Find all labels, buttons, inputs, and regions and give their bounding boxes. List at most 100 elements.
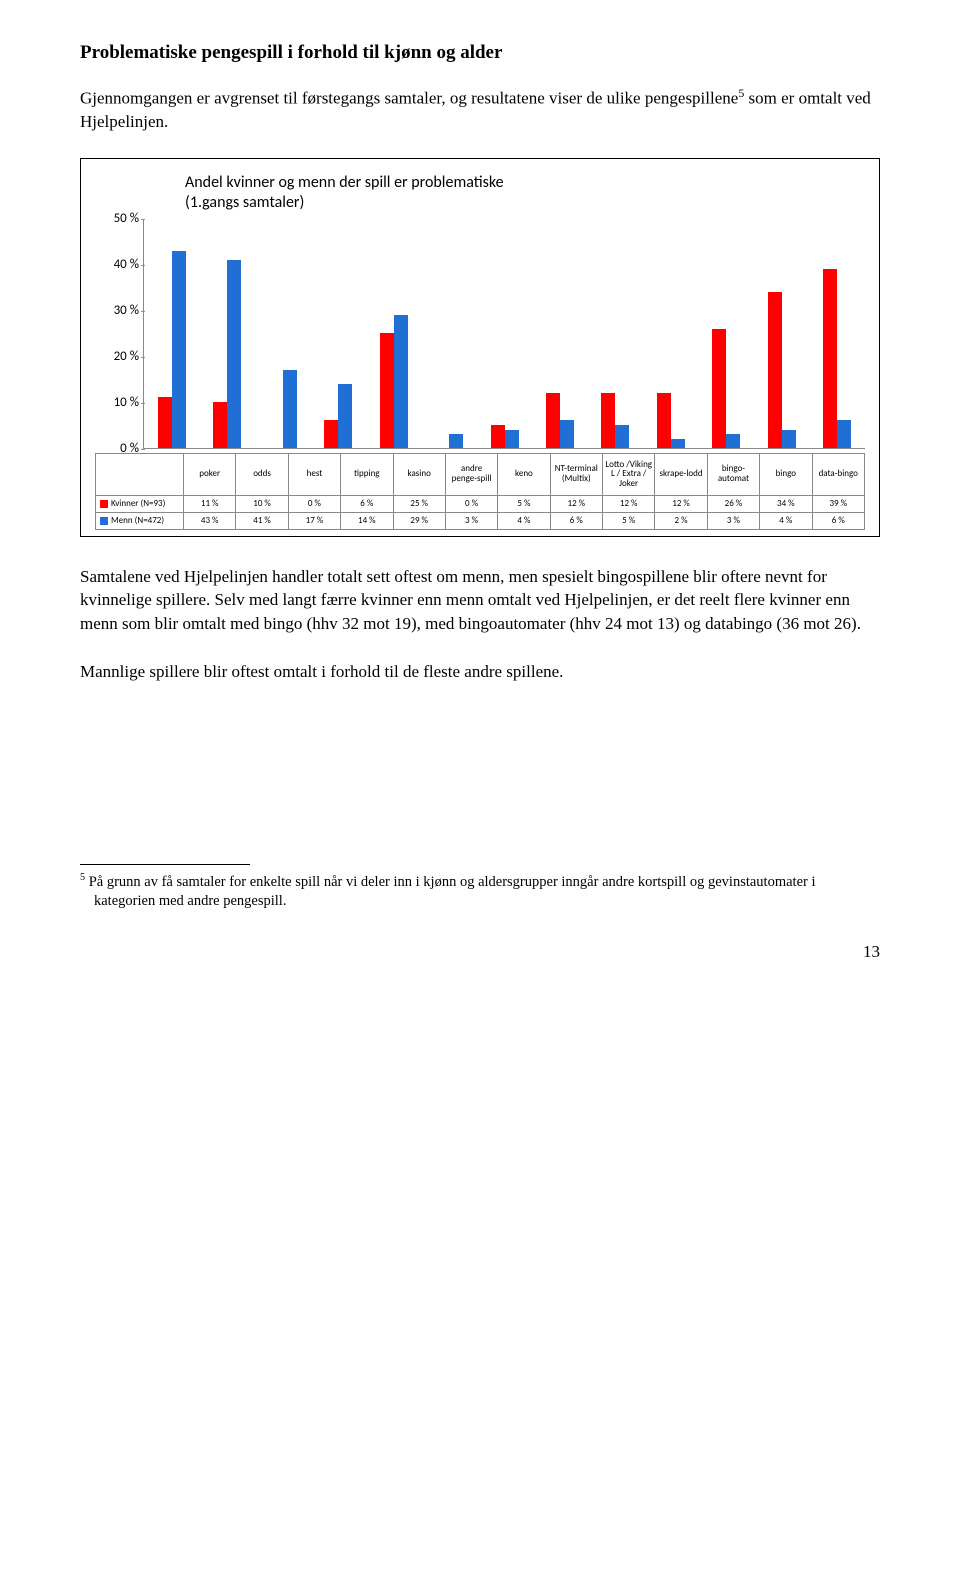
y-tick-label: 40 % [114,256,139,274]
bar [491,425,505,448]
table-cell: 11 % [184,495,236,512]
bar-group [810,219,865,448]
chart-title: Andel kvinner og menn der spill er probl… [185,173,865,213]
table-cell: 0 % [288,495,340,512]
table-cell: 25 % [393,495,445,512]
y-tick-label: 50 % [114,210,139,228]
bar [546,393,560,448]
bar [601,393,615,448]
table-cell: 17 % [288,512,340,529]
series-name: Menn (N=472) [111,515,164,526]
table-column-header: skrape-lodd [655,453,707,495]
bar [380,333,394,448]
bar-group [643,219,698,448]
table-cell: 12 % [603,495,655,512]
table-cell: 6 % [550,512,602,529]
bar [712,329,726,448]
bar-group [144,219,199,448]
table-column-header: NT-terminal (Multix) [550,453,602,495]
table-cell: 3 % [445,512,497,529]
bar-group [366,219,421,448]
table-cell: 4 % [498,512,550,529]
bar-group [255,219,310,448]
table-column-header: tipping [341,453,393,495]
bar [560,420,574,447]
table-cell: 3 % [707,512,759,529]
bar [158,397,172,447]
table-column-header: bingo-automat [707,453,759,495]
table-column-header: data-bingo [812,453,865,495]
table-column-header: bingo [760,453,812,495]
table-column-header: keno [498,453,550,495]
table-column-header: hest [288,453,340,495]
page-number: 13 [80,940,880,964]
y-tick-label: 0 % [120,440,139,458]
table-cell: 5 % [498,495,550,512]
bar [615,425,629,448]
table-cell: 34 % [760,495,812,512]
series-label-cell: Menn (N=472) [96,512,184,529]
body-paragraph-2: Samtalene ved Hjelpelinjen handler total… [80,565,880,636]
bar-group [699,219,754,448]
table-cell: 12 % [655,495,707,512]
table-cell: 0 % [445,495,497,512]
table-cell: 6 % [341,495,393,512]
table-column-header: odds [236,453,288,495]
table-cell: 41 % [236,512,288,529]
table-cell: 43 % [184,512,236,529]
footnote: 5 På grunn av få samtaler for enkelte sp… [80,871,880,912]
footnote-text: På grunn av få samtaler for enkelte spil… [85,874,815,910]
y-tick-label: 20 % [114,348,139,366]
legend-swatch [100,500,108,508]
table-cell: 6 % [812,512,865,529]
bar-group [532,219,587,448]
bar-group [754,219,809,448]
table-header-row: pokeroddshesttippingkasinoandre penge-sp… [96,453,865,495]
bar [726,434,740,448]
bar [449,434,463,448]
bar [837,420,851,447]
chart-container: Andel kvinner og menn der spill er probl… [80,158,880,537]
bar [324,420,338,447]
bar-group [310,219,365,448]
intro-text-1: Gjennomgangen er avgrenset til førstegan… [80,88,738,107]
bar [657,393,671,448]
table-cell: 14 % [341,512,393,529]
section-heading: Problematiske pengespill i forhold til k… [80,40,880,67]
table-cell: 5 % [603,512,655,529]
bar [227,260,241,448]
table-column-header: Lotto /Viking L / Extra / Joker [603,453,655,495]
bar [505,430,519,448]
bar [782,430,796,448]
chart-plot-area: 50 %40 %30 %20 %10 %0 % [95,219,865,449]
series-label-cell: Kvinner (N=93) [96,495,184,512]
bar [213,402,227,448]
bar [283,370,297,448]
table-cell: 12 % [550,495,602,512]
table-cell: 2 % [655,512,707,529]
footnote-separator [80,864,250,865]
bar [823,269,837,448]
chart-title-line2: (1.gangs samtaler) [185,193,304,212]
bar [172,251,186,448]
table-row: Menn (N=472)43 %41 %17 %14 %29 %3 %4 %6 … [96,512,865,529]
chart-title-line1: Andel kvinner og menn der spill er probl… [185,173,504,192]
table-column-header: andre penge-spill [445,453,497,495]
bar [394,315,408,448]
table-corner-cell [96,453,184,495]
legend-swatch [100,517,108,525]
series-name: Kvinner (N=93) [111,498,165,509]
chart-data-table: pokeroddshesttippingkasinoandre penge-sp… [95,453,865,530]
bar-group [421,219,476,448]
y-tick-label: 30 % [114,302,139,320]
bar-group [588,219,643,448]
table-cell: 4 % [760,512,812,529]
table-cell: 10 % [236,495,288,512]
bar-group [199,219,254,448]
table-cell: 39 % [812,495,865,512]
body-paragraph-3: Mannlige spillere blir oftest omtalt i f… [80,660,880,684]
table-cell: 29 % [393,512,445,529]
table-row: Kvinner (N=93)11 %10 %0 %6 %25 %0 %5 %12… [96,495,865,512]
plot [143,219,865,449]
y-axis: 50 %40 %30 %20 %10 %0 % [95,219,143,449]
